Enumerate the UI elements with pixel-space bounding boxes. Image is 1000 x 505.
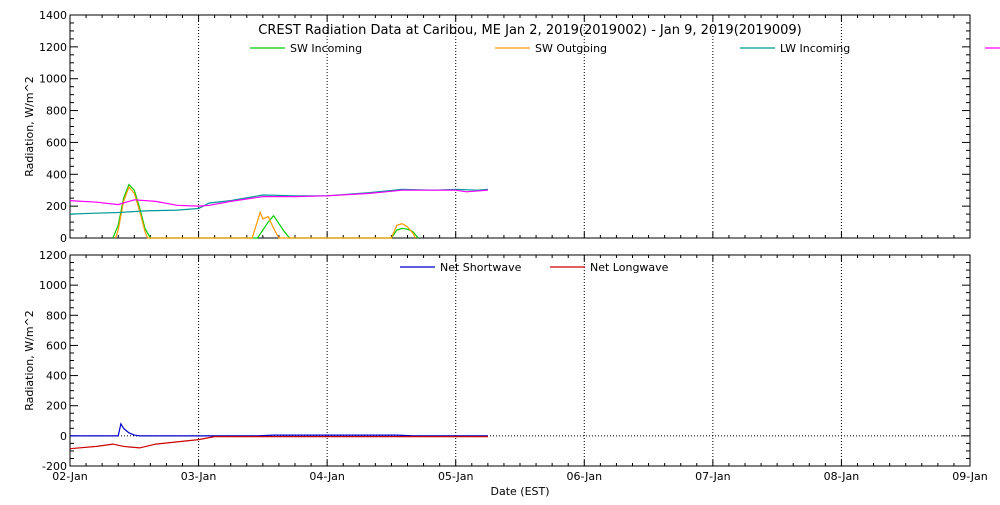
top-legend-label: SW Incoming xyxy=(290,42,362,55)
bottom-y-tick-label: 400 xyxy=(46,370,67,383)
top-y-tick-label: 800 xyxy=(46,105,67,118)
top-y-tick-label: 600 xyxy=(46,136,67,149)
bottom-panel: -200 0 200 400 600 800 1000 1200 Radiation, W/m^… xyxy=(23,249,988,498)
bottom-y-tick-label: 200 xyxy=(46,400,67,413)
top-series-lw-outgoing-line xyxy=(69,189,488,207)
x-tick-label: 03-Jan xyxy=(181,470,217,483)
bottom-y-tick-label: 600 xyxy=(46,339,67,352)
bottom-legend-label: Net Shortwave xyxy=(440,261,522,274)
x-tick-label: 05-Jan xyxy=(438,470,474,483)
top-panel: 0 200 400 600 800 1000 1200 1400 Radiation, W/m^… xyxy=(23,9,1000,245)
top-y-axis-label: Radiation, W/m^2 xyxy=(23,76,36,177)
chart-title: CREST Radiation Data at Caribou, ME Jan … xyxy=(258,23,802,38)
top-legend-label: LW Incoming xyxy=(780,42,850,55)
x-tick-label: 09-Jan xyxy=(952,470,988,483)
top-y-tick-label: 1000 xyxy=(39,73,67,86)
top-y-tick-label: 0 xyxy=(60,232,67,245)
top-y-tick-label: 200 xyxy=(46,200,67,213)
bottom-y-tick-label: 0 xyxy=(60,430,67,443)
top-y-tick-label: 1400 xyxy=(39,9,67,22)
bottom-series-net-longwave-line xyxy=(69,436,488,450)
x-axis-label: Date (EST) xyxy=(490,485,549,498)
top-legend-label: SW Outgoing xyxy=(535,42,607,55)
x-tick-label: 02-Jan xyxy=(52,470,88,483)
bottom-y-tick-label: -200 xyxy=(42,460,67,473)
bottom-y-tick-label: 1200 xyxy=(39,249,67,262)
top-series-sw-outgoing-line xyxy=(114,185,417,239)
bottom-series-net-shortwave-line xyxy=(70,422,488,437)
bottom-y-tick-label: 1000 xyxy=(39,279,67,292)
bottom-y-axis-label: Radiation, W/m^2 xyxy=(23,310,36,411)
top-y-tick-label: 1200 xyxy=(39,41,67,54)
x-tick-label: 04-Jan xyxy=(309,470,345,483)
bottom-y-tick-label: 800 xyxy=(46,309,67,322)
top-y-tick-label: 400 xyxy=(46,168,67,181)
bottom-legend-label: Net Longwave xyxy=(590,261,669,274)
x-tick-label: 08-Jan xyxy=(824,470,860,483)
x-tick-label: 07-Jan xyxy=(695,470,731,483)
x-tick-label: 06-Jan xyxy=(567,470,603,483)
top-series-sw-incoming-line xyxy=(112,183,419,239)
